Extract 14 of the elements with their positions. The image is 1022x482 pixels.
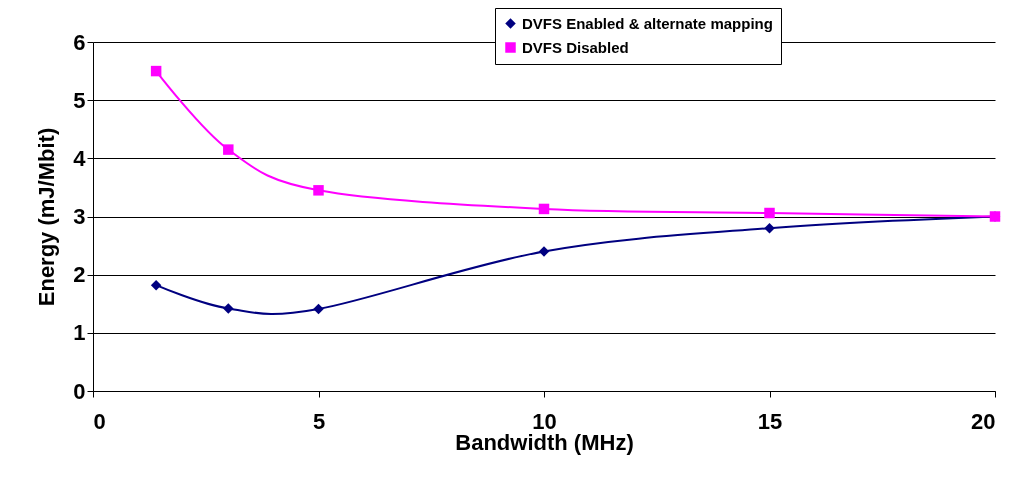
x-tick-label: 0: [93, 408, 106, 434]
x-tick-label: 20: [971, 408, 996, 434]
y-tick-label: 5: [73, 87, 86, 113]
x-tick-label: 5: [312, 408, 326, 434]
y-tick-label: 6: [73, 29, 86, 55]
y-tick-label: 0: [73, 378, 86, 404]
y-tick-label: 1: [73, 320, 86, 346]
y-tick-label: 4: [73, 145, 87, 171]
legend-label: DVFS Disabled: [522, 38, 629, 56]
x-tick-label: 15: [757, 408, 783, 434]
y-axis-title: Energy (mJ/Mbit): [34, 127, 60, 307]
y-tick-label: 2: [73, 262, 86, 288]
legend-label: DVFS Enabled & alternate mapping: [522, 14, 773, 32]
y-tick-label: 3: [73, 204, 86, 229]
